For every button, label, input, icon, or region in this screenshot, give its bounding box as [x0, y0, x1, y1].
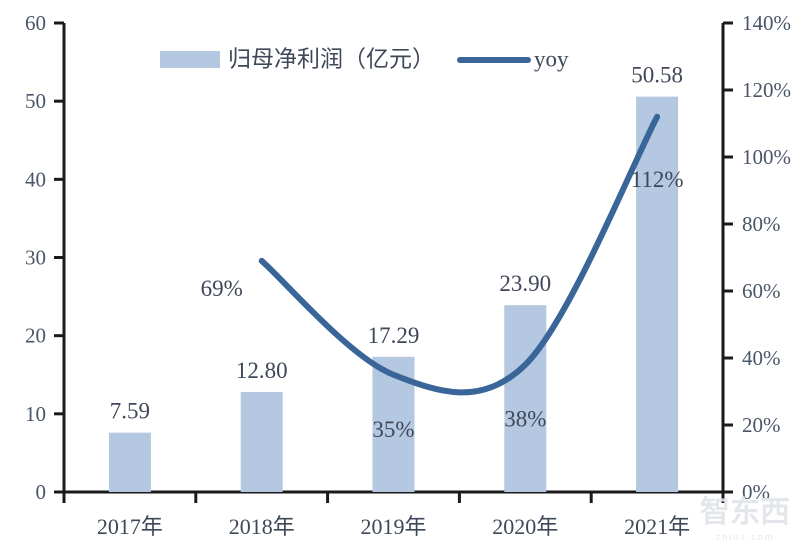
right-tick-label: 80%	[742, 212, 781, 236]
line-value-labels: 69% 35% 38% 112%	[201, 167, 684, 442]
right-tick-label: 140%	[742, 11, 791, 35]
bar	[108, 432, 151, 492]
bar	[240, 391, 283, 492]
bar-value-labels: 7.59 12.80 17.29 23.90 50.58	[110, 63, 683, 424]
bar-value-label: 7.59	[110, 399, 150, 424]
left-tick-label: 0	[36, 480, 47, 504]
watermark: 智东西 zhidx.com	[700, 495, 790, 542]
x-axis-category-label: 2020年	[492, 514, 558, 539]
x-axis-category-label: 2017年	[97, 514, 163, 539]
right-tick-label: 0%	[742, 480, 770, 504]
left-tick-label: 30	[25, 246, 46, 270]
x-axis-category-labels: 2017年 2018年 2019年 2020年 2021年	[97, 514, 690, 539]
left-axis-tick-labels: 0 10 20 30 40 50 60	[25, 11, 46, 504]
right-tick-label: 100%	[742, 145, 791, 169]
left-axis-ticks	[54, 21, 64, 494]
legend-label-yoy: yoy	[534, 46, 569, 71]
line-value-label: 35%	[372, 417, 414, 442]
line-value-label: 112%	[631, 167, 684, 192]
right-tick-label: 120%	[742, 78, 791, 102]
bar-value-label: 50.58	[631, 63, 683, 88]
x-axis-ticks	[62, 492, 725, 503]
right-axis: 0% 20% 40% 60% 80% 100% 120% 140%	[721, 11, 791, 504]
left-tick-label: 60	[25, 11, 46, 35]
left-tick-label: 20	[25, 324, 46, 348]
left-axis: 0 10 20 30 40 50 60	[25, 11, 66, 504]
watermark-main-text: 智东西	[700, 495, 790, 529]
bar-value-label: 12.80	[236, 358, 288, 383]
x-axis-category-label: 2021年	[624, 514, 690, 539]
watermark-sub-text: zhidx.com	[716, 532, 775, 542]
right-axis-ticks	[723, 21, 733, 494]
left-tick-label: 50	[25, 89, 46, 113]
bar-series	[108, 96, 679, 493]
bar-value-label: 23.90	[499, 271, 551, 296]
bar	[636, 96, 679, 493]
left-tick-label: 10	[25, 402, 46, 426]
yoy-line-path	[258, 113, 661, 396]
line-series	[258, 113, 661, 396]
x-axis-category-label: 2019年	[360, 514, 426, 539]
x-axis-category-label: 2018年	[229, 514, 295, 539]
right-tick-label: 20%	[742, 413, 781, 437]
chart-legend: 归母净利润（亿元） yoy	[160, 46, 569, 71]
line-value-label: 69%	[201, 276, 243, 301]
line-value-label: 38%	[504, 407, 546, 432]
left-tick-label: 40	[25, 167, 46, 191]
right-tick-label: 40%	[742, 346, 781, 370]
legend-label-net-profit: 归母净利润（亿元）	[228, 46, 435, 71]
x-axis: 2017年 2018年 2019年 2020年 2021年	[62, 490, 725, 539]
right-tick-label: 60%	[742, 279, 781, 303]
bar-value-label: 17.29	[368, 323, 420, 348]
right-axis-tick-labels: 0% 20% 40% 60% 80% 100% 120% 140%	[742, 11, 791, 504]
legend-bar-swatch	[160, 51, 220, 68]
bar	[504, 305, 547, 492]
